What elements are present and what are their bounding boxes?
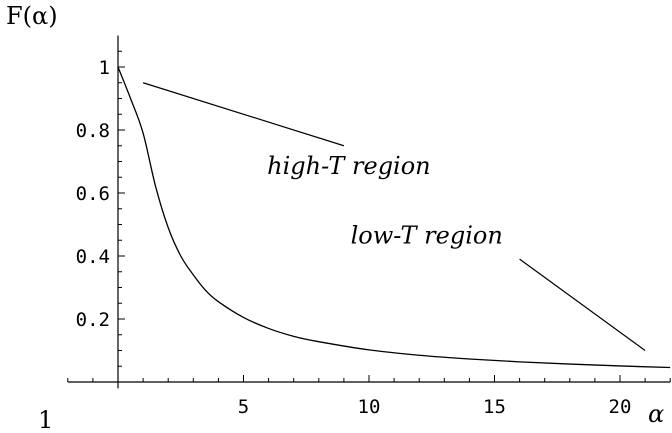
series-group [117,66,671,369]
y-tick-label: 1 [99,57,110,79]
corner-label: 1 [38,406,53,433]
y-tick-label: 0.2 [76,309,110,331]
x-tick-label: 5 [238,396,249,418]
ticks: 5 10 15 20 0.2 0.4 0.6 0.8 1 [67,50,671,418]
series-curve [117,66,671,369]
x-tick-label: 15 [483,396,506,418]
y-tick-label: 0.8 [76,120,110,142]
annotation-pointer [519,258,646,351]
annotations: high-T region low-T region [142,82,646,351]
y-axis-label: F(α) [6,2,58,30]
x-tick-label: 10 [358,396,381,418]
y-tick-label: 0.6 [76,183,110,205]
x-axis-label: α [648,400,664,428]
y-tick-label: 0.4 [76,246,110,268]
axes [67,35,671,389]
annotation-label: low-T region [351,221,503,249]
annotation-pointer [142,82,345,147]
annotation-label: high-T region [267,152,430,180]
x-tick-label: 20 [609,396,632,418]
